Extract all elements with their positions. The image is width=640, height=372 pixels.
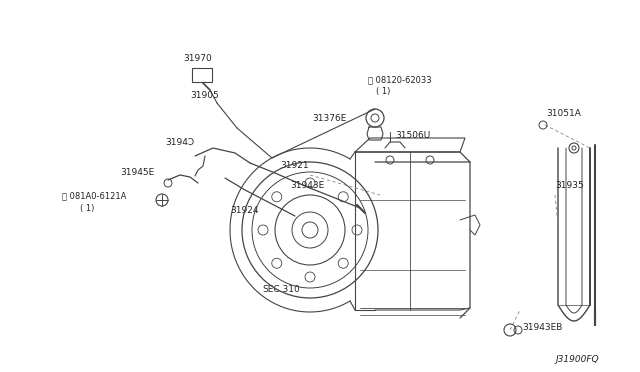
Text: 31943E: 31943E (290, 180, 324, 189)
Text: ( 1): ( 1) (80, 203, 94, 212)
Text: 31970: 31970 (184, 54, 212, 62)
Text: 31943EB: 31943EB (522, 324, 563, 333)
Text: 31376E: 31376E (312, 113, 346, 122)
Text: ( 1): ( 1) (376, 87, 390, 96)
Text: 31905: 31905 (190, 90, 219, 99)
Text: 31921: 31921 (280, 160, 308, 170)
Text: J31900FQ: J31900FQ (555, 356, 598, 365)
Text: 31945E: 31945E (120, 167, 154, 176)
Bar (192, 68, 212, 82)
Text: 31924: 31924 (230, 205, 259, 215)
Text: Ⓑ 08120-62033: Ⓑ 08120-62033 (368, 76, 431, 84)
Text: 31506U: 31506U (395, 131, 430, 140)
Text: Ⓑ 081A0-6121A: Ⓑ 081A0-6121A (62, 192, 126, 201)
Text: 31935: 31935 (555, 180, 584, 189)
Text: 31051A: 31051A (546, 109, 581, 118)
Text: SEC.310: SEC.310 (262, 285, 300, 295)
Text: 3194Ɔ: 3194Ɔ (165, 138, 194, 147)
